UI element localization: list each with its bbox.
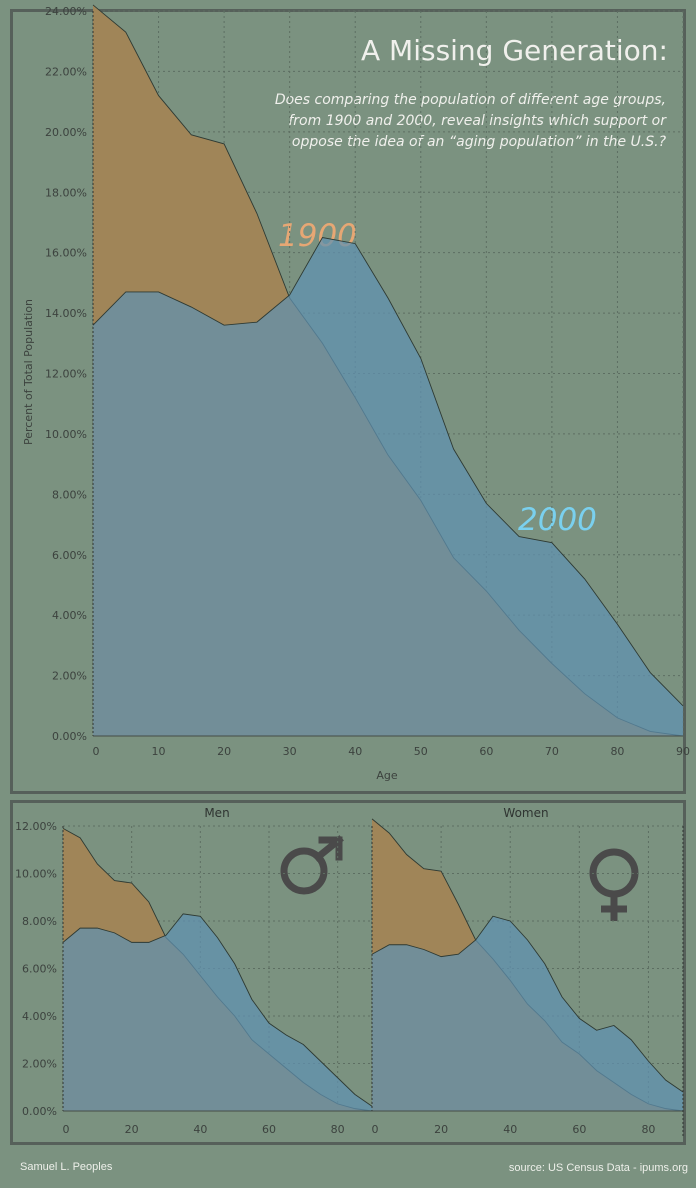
main-y-tick-label: 20.00% — [45, 126, 87, 139]
main-y-tick-label: 18.00% — [45, 186, 87, 199]
facet-title-women: Women — [503, 806, 548, 820]
main-y-tick-label: 10.00% — [45, 428, 87, 441]
main-y-tick-label: 14.00% — [45, 307, 87, 320]
men-x-tick-label: 60 — [262, 1123, 276, 1136]
men-y-tick-label: 10.00% — [15, 868, 57, 881]
men-y-tick-label: 0.00% — [22, 1105, 57, 1118]
men-y-tick-label: 6.00% — [22, 963, 57, 976]
main-x-tick-label: 10 — [152, 745, 166, 758]
men-x-tick-label: 80 — [331, 1123, 345, 1136]
main-x-tick-label: 20 — [217, 745, 231, 758]
women-x-tick-label: 60 — [572, 1123, 586, 1136]
women-line-2000 — [371, 915, 684, 1093]
female-symbol-icon — [589, 848, 639, 921]
main-y-tick-label: 22.00% — [45, 65, 87, 78]
chart-subtitle-line-2: from 1900 and 2000, reveal insights whic… — [288, 113, 667, 129]
men-area-2000 — [63, 913, 372, 1111]
men-line-2000 — [62, 913, 373, 1107]
gender-chart-panel — [10, 800, 686, 1145]
women-x-tick-label: 0 — [372, 1123, 379, 1136]
y-axis-title: Percent of Total Population — [22, 299, 35, 445]
x-axis-title: Age — [376, 769, 398, 782]
main-area-2000 — [93, 237, 683, 736]
facet-title-men: Men — [204, 806, 229, 820]
main-x-tick-label: 90 — [676, 745, 690, 758]
main-y-tick-label: 24.00% — [45, 5, 87, 18]
women-x-tick-label: 20 — [434, 1123, 448, 1136]
women-area-2000 — [372, 916, 683, 1111]
chart-subtitle-line-3: oppose the idea of an “aging population”… — [292, 134, 667, 150]
men-x-tick-label: 20 — [125, 1123, 139, 1136]
women-x-tick-label: 80 — [641, 1123, 655, 1136]
chart-title: A Missing Generation: — [361, 34, 668, 67]
main-x-tick-label: 40 — [348, 745, 362, 758]
main-y-tick-label: 4.00% — [52, 609, 87, 622]
main-y-tick-label: 12.00% — [45, 368, 87, 381]
main-x-tick-label: 60 — [479, 745, 493, 758]
main-line-2000 — [92, 237, 684, 707]
main-x-tick-label: 70 — [545, 745, 559, 758]
main-x-tick-label: 50 — [414, 745, 428, 758]
women-x-tick-label: 40 — [503, 1123, 517, 1136]
main-y-tick-label: 0.00% — [52, 730, 87, 743]
chart-subtitle-line-1: Does comparing the population of differe… — [275, 92, 666, 108]
main-y-tick-label: 2.00% — [52, 670, 87, 683]
men-y-tick-label: 4.00% — [22, 1010, 57, 1023]
main-y-tick-label: 8.00% — [52, 488, 87, 501]
men-x-tick-label: 0 — [63, 1123, 70, 1136]
series-label-2000: 2000 — [518, 502, 597, 538]
male-symbol-icon — [280, 835, 344, 895]
main-x-tick-label: 0 — [93, 745, 100, 758]
men-x-tick-label: 40 — [193, 1123, 207, 1136]
author-credit: Samuel L. Peoples — [20, 1161, 113, 1173]
men-y-tick-label: 2.00% — [22, 1058, 57, 1071]
main-x-tick-label: 80 — [610, 745, 624, 758]
data-source-credit: source: US Census Data - ipums.org — [508, 1162, 688, 1174]
main-x-tick-label: 30 — [283, 745, 297, 758]
main-y-tick-label: 6.00% — [52, 549, 87, 562]
men-y-tick-label: 12.00% — [15, 820, 57, 833]
main-y-tick-label: 16.00% — [45, 247, 87, 260]
men-y-tick-label: 8.00% — [22, 915, 57, 928]
